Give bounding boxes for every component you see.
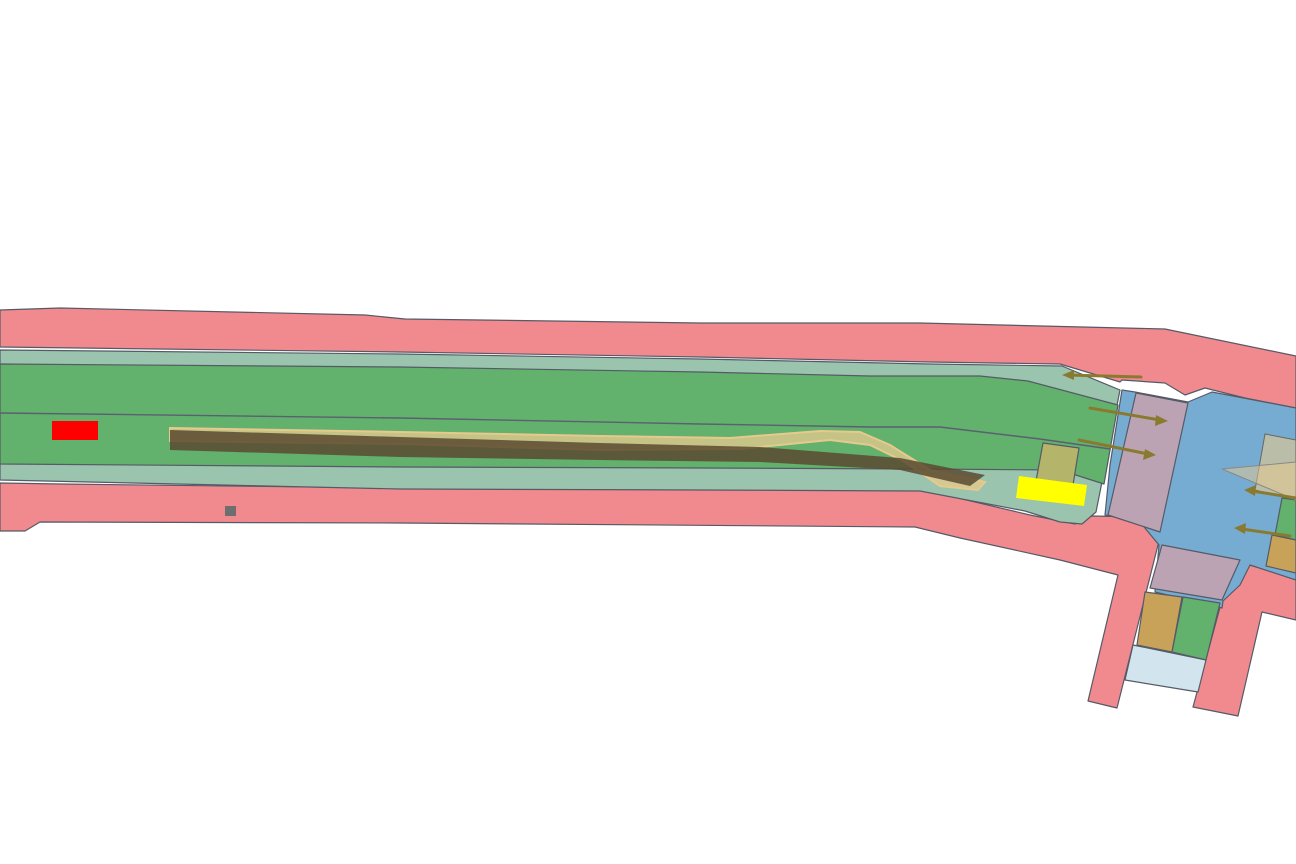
- ego-vehicle-marker[interactable]: [1016, 476, 1087, 506]
- obstacle-wedge: [1221, 461, 1296, 501]
- crosswalk-south: [1149, 544, 1241, 601]
- lane-direction-arrow: [1062, 370, 1074, 380]
- lane-direction-arrow: [1250, 489, 1296, 500]
- lane-direction-arrow: [1155, 415, 1168, 426]
- crosswalk-west: [1107, 392, 1189, 533]
- sidewalk-south: [0, 482, 1161, 709]
- lane-direction-arrow: [1077, 438, 1150, 456]
- parking-stall-northeast: [1265, 534, 1296, 574]
- bike-pad: [1124, 644, 1207, 693]
- stop-zone: [1035, 442, 1080, 486]
- lane-direction-arrow: [1244, 485, 1256, 496]
- lane-arrows: [1062, 370, 1296, 538]
- lane-direction-arrow: [1240, 527, 1292, 538]
- agent-vehicle-marker[interactable]: [52, 421, 98, 440]
- static-object-marker: [225, 506, 236, 516]
- lane-divider: [0, 412, 1111, 450]
- lane-direction-arrow: [1143, 449, 1156, 460]
- lane-direction-arrow: [1065, 373, 1143, 379]
- predicted-trajectory: [170, 430, 985, 486]
- sidewalk-north: [0, 307, 1296, 409]
- lane-direction-arrow: [1088, 406, 1162, 422]
- lane-direction-arrow: [1234, 523, 1246, 534]
